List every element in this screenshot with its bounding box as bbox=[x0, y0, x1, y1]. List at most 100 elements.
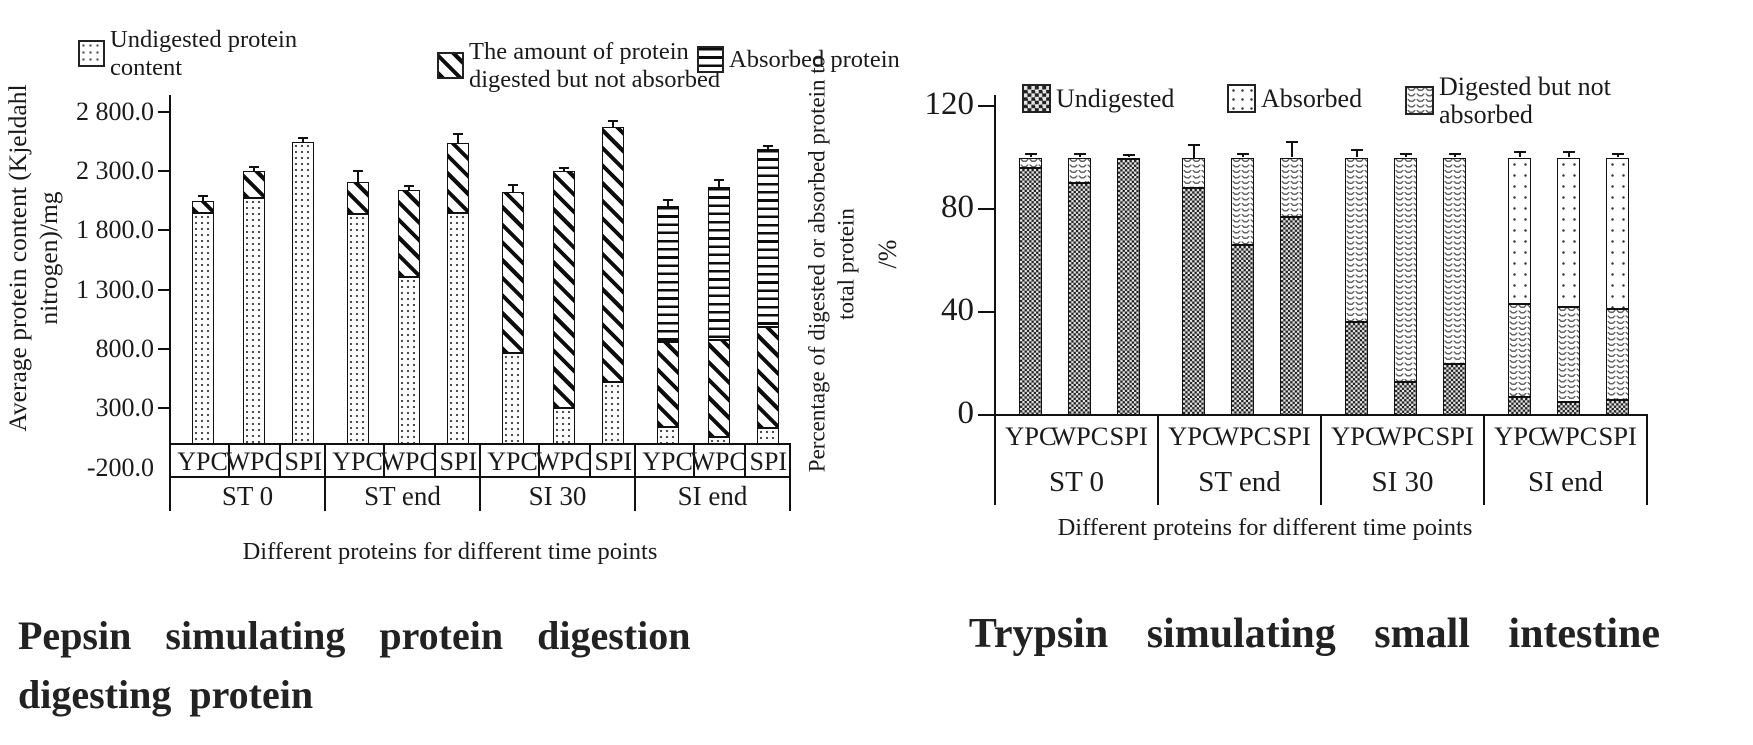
y-tick-label: 300.0 bbox=[95, 393, 155, 423]
category-cell-separator bbox=[589, 444, 591, 477]
category-row-separator bbox=[170, 476, 790, 478]
error-bar-stem bbox=[511, 184, 514, 193]
error-bar-cap bbox=[1399, 152, 1412, 155]
bar-segment-hline bbox=[656, 205, 679, 342]
category-cell-separator bbox=[744, 444, 746, 477]
error-bar-cap bbox=[403, 184, 414, 187]
error-bar-cap bbox=[1122, 153, 1135, 156]
bar-segment-dotlight bbox=[552, 408, 575, 444]
bar-segment-dotlight bbox=[292, 142, 315, 444]
legend-label: Absorbed bbox=[1261, 83, 1363, 113]
group-label: SI end bbox=[1528, 466, 1603, 498]
bar-segment-dotlight bbox=[602, 382, 625, 444]
error-bar-cap bbox=[298, 137, 309, 140]
error-bar-stem bbox=[666, 200, 669, 206]
error-bar-cap bbox=[1513, 151, 1526, 154]
y-tick bbox=[978, 414, 995, 416]
error-bar-stem bbox=[1453, 153, 1456, 158]
error-bar-cap bbox=[1562, 151, 1575, 154]
group-label: ST end bbox=[364, 481, 441, 511]
error-bar-stem bbox=[1567, 152, 1570, 158]
error-bar-cap bbox=[197, 195, 208, 198]
bar-segment-wave bbox=[1182, 157, 1206, 189]
group-label: ST 0 bbox=[221, 481, 274, 511]
error-bar-stem bbox=[1192, 144, 1195, 158]
x-axis-caption: Different proteins for different time po… bbox=[1057, 514, 1473, 541]
error-bar-stem bbox=[252, 166, 255, 172]
bar-label: YPC bbox=[1494, 421, 1546, 451]
checkerboard-swatch bbox=[1022, 84, 1051, 113]
error-bar-cap bbox=[248, 165, 259, 168]
bar-segment-diag bbox=[656, 341, 679, 428]
bar-segment-dotlight bbox=[447, 212, 470, 444]
bar-label: SPI bbox=[594, 447, 633, 476]
category-box-line bbox=[1483, 415, 1485, 505]
bar-segment-dotlight bbox=[501, 352, 524, 444]
bar-segment-wave bbox=[1508, 304, 1532, 397]
error-bar-stem bbox=[407, 185, 410, 191]
y-tick bbox=[158, 229, 170, 232]
error-bar-cap bbox=[713, 179, 724, 181]
bar-segment-checker bbox=[1019, 167, 1043, 415]
error-bar-stem bbox=[201, 196, 204, 201]
category-cell-separator bbox=[434, 444, 436, 477]
dotted-square-swatch bbox=[78, 40, 105, 67]
bar-label: YPC bbox=[642, 447, 693, 476]
y-tick-label: 1 800.0 bbox=[76, 215, 154, 245]
bar-label: YPC bbox=[1168, 421, 1220, 451]
bar-segment-checker bbox=[1557, 402, 1581, 415]
horizontal-lines-swatch bbox=[697, 46, 724, 73]
wave-swatch bbox=[1405, 86, 1434, 115]
bar-label: WPC bbox=[225, 447, 282, 476]
category-box-line bbox=[994, 415, 996, 505]
bar-label: SPI bbox=[1109, 421, 1148, 451]
bar-label: WPC bbox=[535, 447, 592, 476]
error-bar-cap bbox=[1236, 152, 1249, 155]
category-cell-separator bbox=[279, 444, 281, 477]
y-tick-label: 120 bbox=[924, 86, 975, 122]
error-bar-cap bbox=[1187, 143, 1200, 146]
x-axis bbox=[993, 413, 1649, 417]
trypsin-title: Trypsin simulating small intestine bbox=[968, 611, 1661, 657]
y-tick bbox=[158, 407, 170, 410]
bar-label: WPC bbox=[1377, 421, 1435, 451]
error-bar-cap bbox=[507, 183, 518, 186]
bar-label: WPC bbox=[380, 447, 437, 476]
y-tick bbox=[978, 105, 995, 107]
error-bar-cap bbox=[1073, 152, 1086, 155]
bar-label: SPI bbox=[1435, 421, 1474, 451]
bar-segment-checker bbox=[1394, 381, 1418, 415]
group-label: SI 30 bbox=[1371, 466, 1434, 498]
bar-segment-hline bbox=[757, 148, 780, 328]
bar-segment-checker bbox=[1231, 245, 1255, 415]
bar-segment-checker bbox=[1280, 216, 1304, 415]
y-tick bbox=[158, 288, 170, 291]
y-tick-label: 1 300.0 bbox=[76, 274, 154, 304]
error-bar-stem bbox=[1241, 153, 1244, 158]
y-tick-label: 2 800.0 bbox=[76, 96, 154, 126]
category-cell-separator bbox=[228, 444, 230, 477]
bar-segment-diag bbox=[191, 200, 214, 213]
bar-label: YPC bbox=[1331, 421, 1383, 451]
y-tick-label: 2 300.0 bbox=[76, 156, 154, 186]
sparse-dots-swatch bbox=[1227, 84, 1256, 113]
y-tick-label: 800.0 bbox=[95, 334, 155, 364]
bar-segment-wave bbox=[1117, 157, 1141, 160]
error-bar-cap bbox=[453, 132, 464, 135]
bar-label: WPC bbox=[1051, 421, 1109, 451]
error-bar-cap bbox=[1350, 148, 1363, 151]
bar-label: YPC bbox=[487, 447, 538, 476]
error-bar-stem bbox=[717, 180, 720, 187]
y-axis-label: Percentage of digested or absorbed prote… bbox=[804, 55, 858, 473]
error-bar-cap bbox=[558, 166, 569, 169]
bar-segment-diag bbox=[552, 171, 575, 409]
y-axis bbox=[168, 95, 172, 444]
bar-segment-wave bbox=[1280, 157, 1304, 217]
error-bar-stem bbox=[1290, 142, 1293, 158]
bar-segment-diag bbox=[447, 142, 470, 213]
bar-label: SPI bbox=[1272, 421, 1311, 451]
pepsin-title-line2: digesting protein bbox=[18, 671, 314, 717]
y-tick-label: -200.0 bbox=[86, 452, 154, 482]
